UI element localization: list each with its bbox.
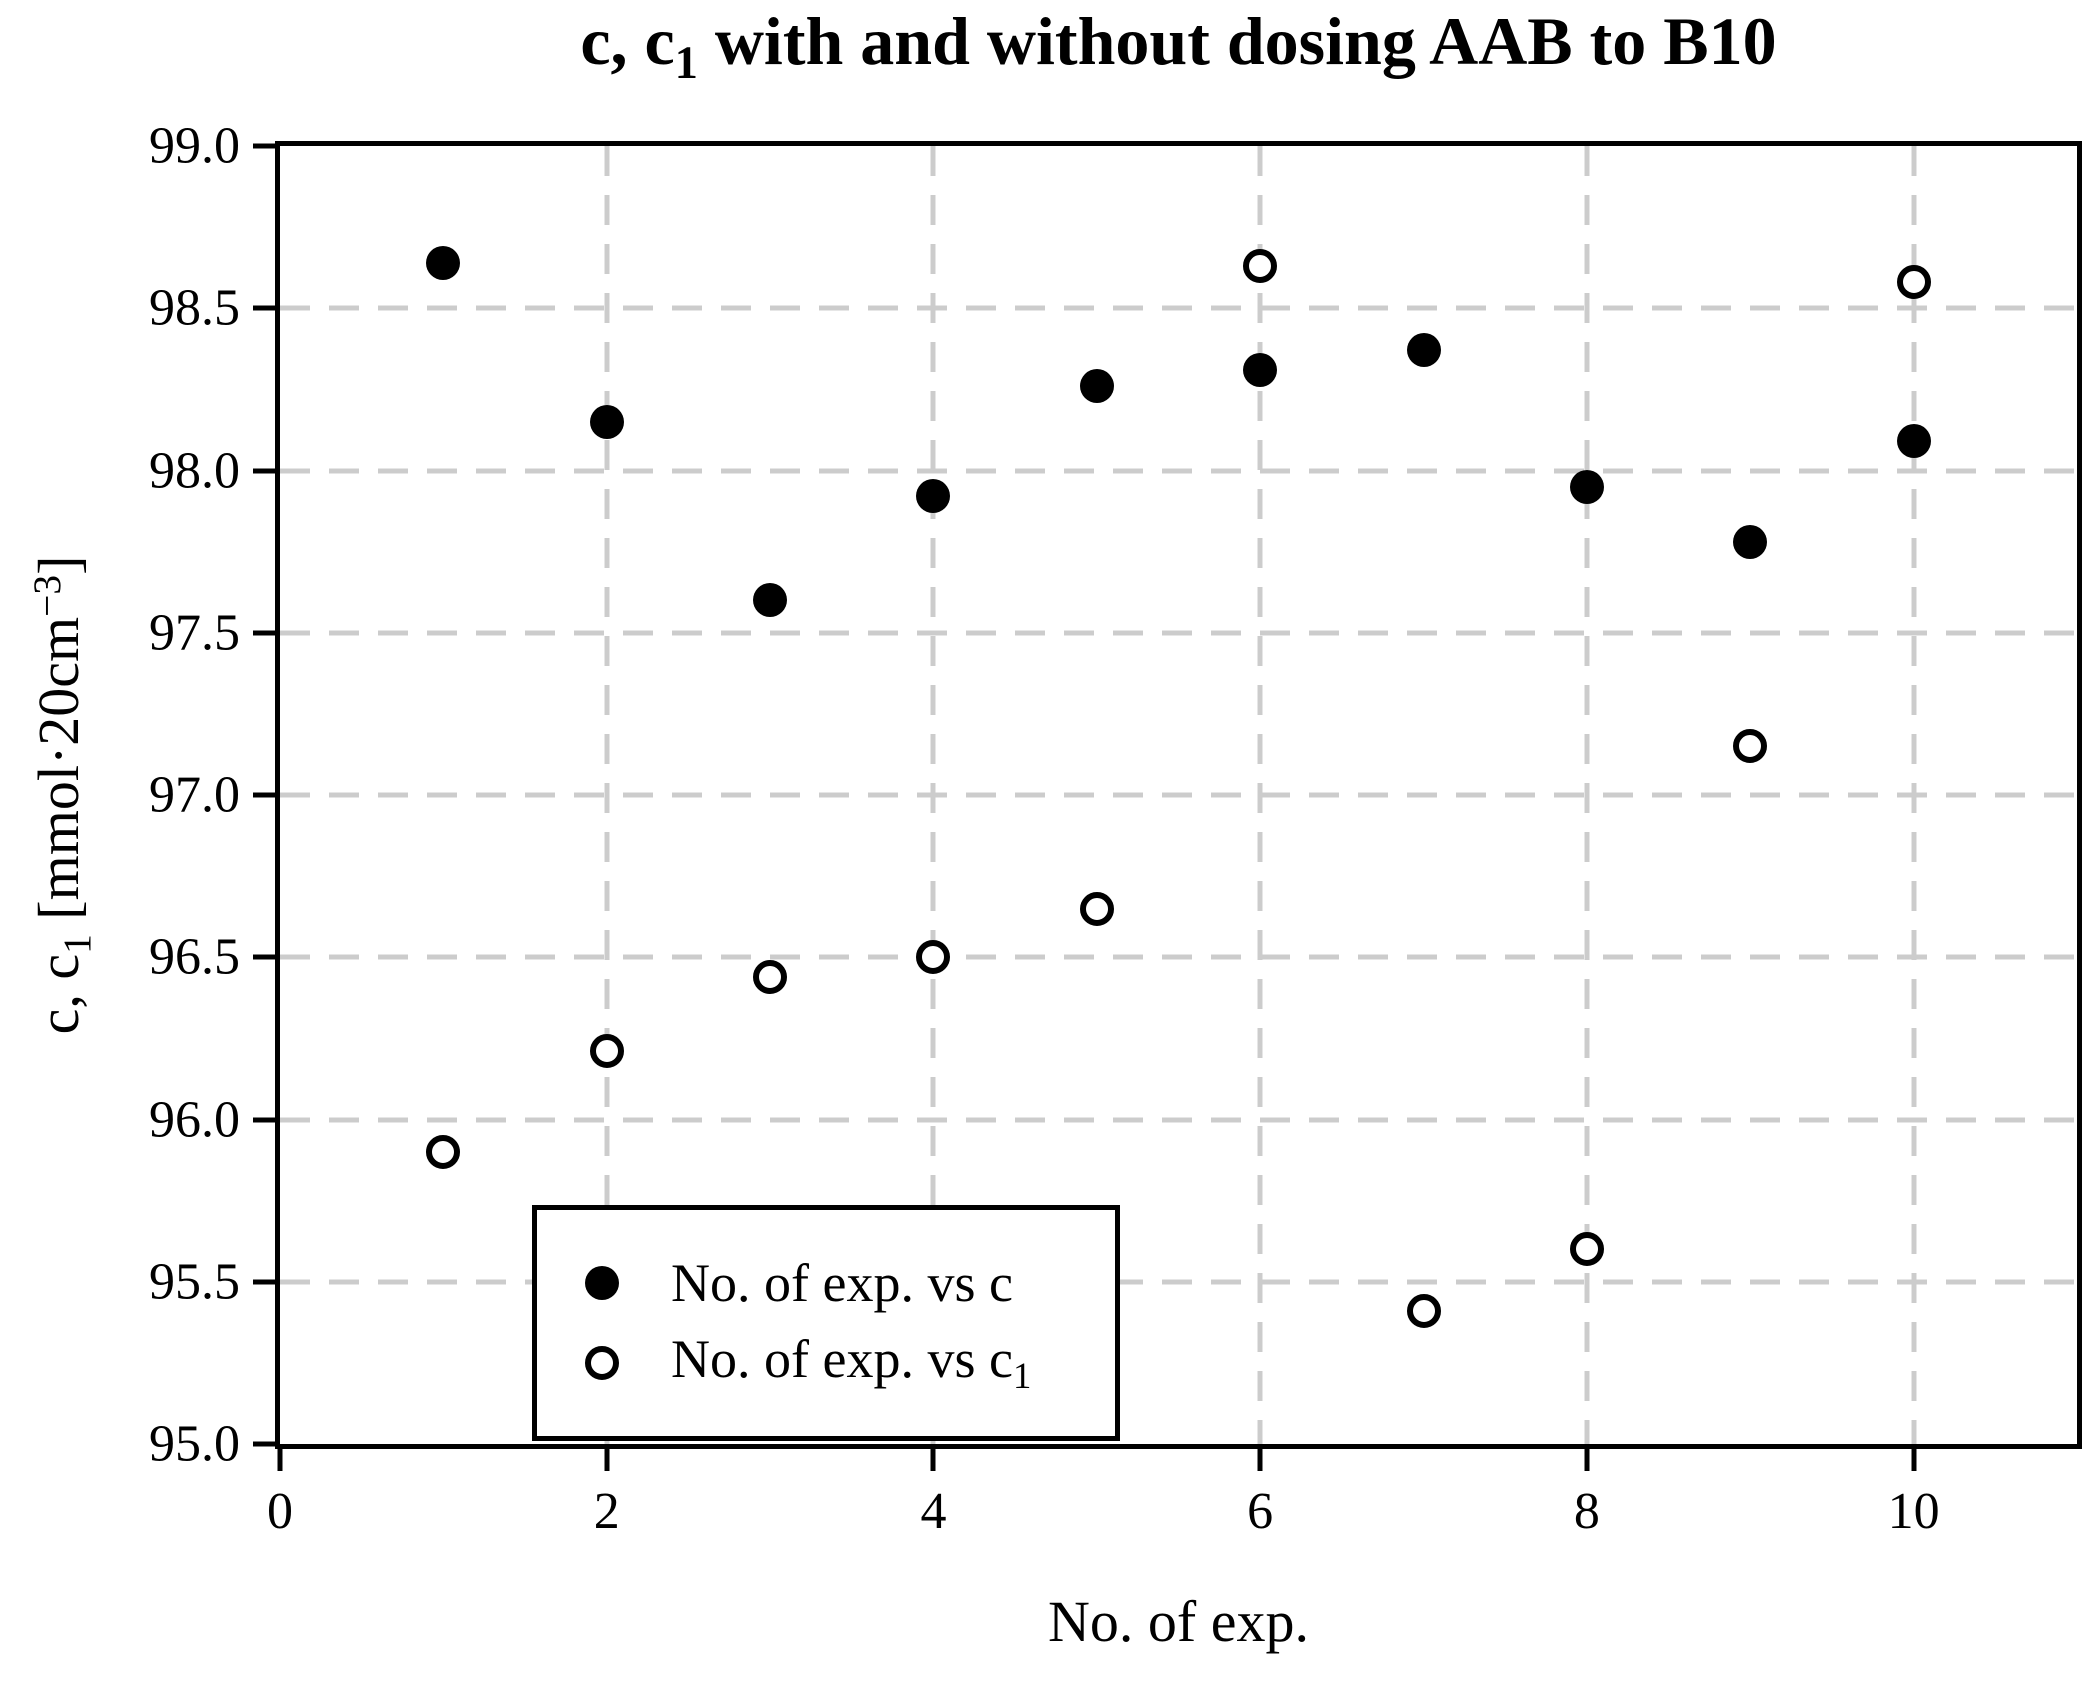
y-tick-mark [253, 305, 275, 311]
horizontal-gridline [280, 305, 2077, 311]
y-tick-mark [253, 143, 275, 149]
vertical-gridline [604, 146, 610, 1444]
y-tick-label: 96.5 [149, 928, 240, 986]
legend-item-c: No. of exp. vs c [537, 1243, 1115, 1323]
data-point-c [1079, 369, 1114, 404]
data-point-c [916, 479, 951, 514]
data-point-c [589, 404, 624, 439]
x-tick-mark [277, 1449, 283, 1471]
x-tick-label: 2 [593, 1483, 620, 1540]
x-tick-label: 8 [1573, 1483, 1600, 1540]
y-tick-mark [253, 1441, 275, 1447]
y-tick-mark [253, 1117, 275, 1122]
filled-circle-marker-icon [585, 1266, 619, 1300]
horizontal-gridline [280, 1117, 2077, 1122]
horizontal-gridline [280, 792, 2077, 798]
x-axis-label: No. of exp. [1048, 1589, 1309, 1654]
y-tick-mark [253, 468, 275, 473]
x-tick-label: 10 [1887, 1483, 1940, 1540]
vertical-gridline [1257, 146, 1263, 1444]
data-point-c1 [1569, 1232, 1604, 1267]
data-point-c1 [1406, 1293, 1441, 1328]
x-tick-mark [930, 1449, 936, 1471]
open-circle-marker-icon [585, 1346, 619, 1380]
data-point-c1 [916, 940, 951, 975]
y-tick-label: 97.0 [149, 766, 240, 824]
vertical-gridline [1584, 146, 1590, 1444]
plot-area: 95.0 95.5 96.0 96.5 97.0 97.5 98.0 98.5 99.0 0 2 4 6… [149, 118, 2082, 1540]
y-tick-mark [253, 630, 275, 636]
y-tick-mark [253, 792, 275, 798]
legend: No. of exp. vs c No. of exp. vs c1 [532, 1205, 1120, 1441]
data-point-c [1733, 524, 1768, 559]
x-tick-label: 4 [920, 1483, 947, 1540]
horizontal-gridline [280, 1279, 2077, 1285]
data-point-c1 [1243, 249, 1278, 284]
y-tick-label: 96.0 [149, 1091, 240, 1148]
data-point-c [753, 583, 788, 618]
data-point-c1 [753, 959, 788, 994]
x-tick-mark [1911, 1449, 1917, 1471]
y-tick-label: 98.0 [149, 442, 240, 499]
horizontal-gridline [280, 630, 2077, 636]
legend-label-c: No. of exp. vs c [671, 1253, 1013, 1313]
data-point-c [1243, 352, 1278, 387]
y-tick-label: 95.0 [149, 1415, 240, 1473]
data-point-c1 [1079, 891, 1114, 926]
legend-item-c1: No. of exp. vs c1 [537, 1323, 1115, 1403]
horizontal-gridline [280, 954, 2077, 960]
data-point-c1 [1896, 265, 1931, 300]
legend-label-c1: No. of exp. vs c1 [671, 1329, 1032, 1397]
data-point-c [1406, 333, 1441, 368]
y-tick-mark [253, 1279, 275, 1285]
data-point-c1 [426, 1134, 461, 1169]
y-tick-mark [253, 954, 275, 960]
x-tick-label: 6 [1247, 1483, 1274, 1540]
chart-title: c, c1 with and without dosing AAB to B10 [580, 3, 1777, 89]
data-point-c1 [1733, 729, 1768, 764]
data-point-c1 [589, 1034, 624, 1069]
y-tick-label: 95.5 [149, 1253, 240, 1311]
data-point-c [426, 245, 461, 280]
x-tick-mark [1584, 1449, 1590, 1471]
vertical-gridline [930, 146, 936, 1444]
y-tick-label: 99.0 [149, 117, 240, 175]
y-tick-label: 97.5 [149, 604, 240, 662]
data-point-c [1569, 469, 1604, 504]
y-tick-label: 98.5 [149, 279, 240, 337]
x-tick-label: 0 [267, 1483, 293, 1540]
x-tick-mark [1257, 1449, 1263, 1471]
x-tick-mark [604, 1449, 610, 1471]
data-point-c [1896, 424, 1931, 459]
horizontal-gridline [280, 468, 2077, 473]
title-subscript: 1 [674, 37, 698, 89]
vertical-gridline [1911, 146, 1917, 1444]
